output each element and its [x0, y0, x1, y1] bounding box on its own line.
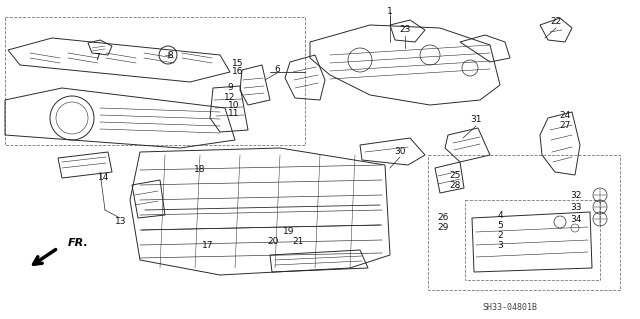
Text: 28: 28 [449, 181, 461, 189]
Text: 32: 32 [570, 190, 582, 199]
Text: 11: 11 [228, 108, 240, 117]
Text: 24: 24 [559, 112, 571, 121]
Text: 5: 5 [497, 220, 503, 229]
Text: 14: 14 [99, 174, 109, 182]
Text: 34: 34 [570, 214, 582, 224]
Text: 22: 22 [550, 18, 562, 26]
Text: 8: 8 [167, 51, 173, 61]
Text: 3: 3 [497, 241, 503, 249]
Text: 18: 18 [195, 166, 205, 174]
Text: 17: 17 [202, 241, 214, 249]
Text: 21: 21 [292, 238, 304, 247]
Text: 33: 33 [570, 203, 582, 211]
Text: 7: 7 [94, 53, 100, 62]
Text: 6: 6 [274, 65, 280, 75]
Text: 26: 26 [437, 213, 449, 222]
Text: 16: 16 [232, 68, 244, 77]
Text: 29: 29 [437, 224, 449, 233]
Text: SH33-04801B: SH33-04801B [483, 302, 538, 311]
Text: 23: 23 [399, 26, 411, 34]
Text: FR.: FR. [68, 238, 89, 248]
Text: 10: 10 [228, 101, 240, 110]
Text: 19: 19 [284, 227, 295, 236]
Text: 1: 1 [387, 8, 393, 17]
Text: 4: 4 [497, 211, 503, 219]
Text: 20: 20 [268, 238, 278, 247]
Text: 15: 15 [232, 58, 244, 68]
Text: 13: 13 [115, 218, 127, 226]
Text: 27: 27 [559, 122, 571, 130]
Text: 25: 25 [449, 170, 461, 180]
Text: 9: 9 [227, 84, 233, 93]
Text: 2: 2 [497, 231, 503, 240]
Text: 31: 31 [470, 115, 482, 124]
Text: 12: 12 [224, 93, 236, 101]
Text: 30: 30 [394, 147, 406, 157]
